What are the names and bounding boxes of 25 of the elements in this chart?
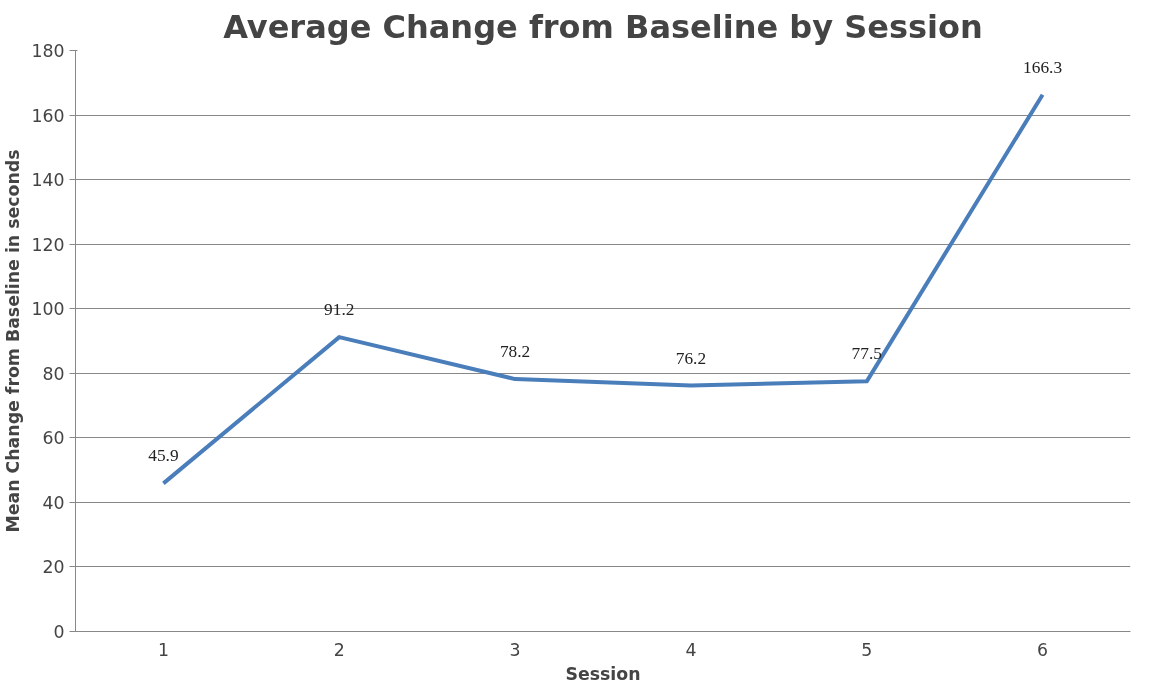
data-label: 78.2 [499,342,531,362]
data-label: 45.9 [148,446,179,466]
y-tick-label: 80 [42,363,65,384]
x-tick-label: 6 [1037,639,1049,660]
x-axis-title: Session [565,663,641,684]
data-label: 91.2 [324,300,355,320]
y-tick-label: 100 [31,299,65,320]
x-tick-label: 2 [333,639,345,660]
y-tick-label: 160 [31,105,65,126]
y-axis-title: Mean Change from Baseline in seconds [3,149,24,533]
y-tick-label: 60 [42,428,65,449]
y-tick-label: 180 [31,41,65,61]
data-label: 76.2 [675,348,707,368]
chart-title: Average Change from Baseline by Session [223,7,983,46]
x-tick-label: 4 [685,639,697,660]
y-tick-label: 140 [31,170,65,191]
data-label: 77.5 [851,344,882,364]
y-tick-label: 20 [42,557,65,578]
y-tick-label: 0 [53,622,65,642]
x-tick-label: 3 [509,639,521,660]
y-tick-label: 120 [31,234,65,255]
y-tick-label: 40 [42,492,65,513]
x-tick-label: 1 [157,639,169,660]
x-tick-label: 5 [861,639,873,660]
data-label: 166.3 [1023,57,1063,77]
